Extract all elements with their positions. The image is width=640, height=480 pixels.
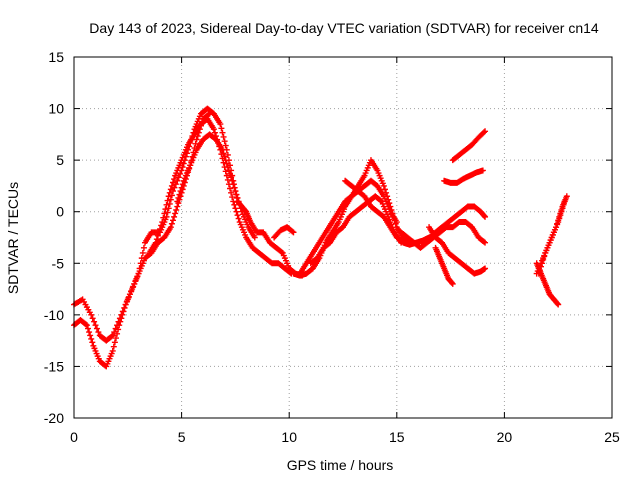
y-tick-label: 10 [48, 101, 64, 117]
x-tick-label: 15 [389, 429, 405, 445]
plot-frame [73, 56, 613, 419]
grid [74, 57, 612, 418]
data-point-markers [307, 193, 405, 267]
series-sat-l [432, 244, 456, 287]
series-sat-p [533, 260, 562, 308]
data-point-markers [342, 177, 489, 248]
data-point-markers [533, 260, 562, 308]
data-point-markers [441, 167, 486, 186]
data-point-markers [271, 224, 297, 241]
x-tick-label: 10 [281, 429, 297, 445]
data-point-markers [426, 224, 489, 277]
series-sat-b [71, 110, 213, 370]
series-sat-i [342, 177, 489, 248]
axis-ticks: 0 5 10 15 20 25 -20 -15 -10 -5 0 5 10 15 [44, 49, 620, 445]
data-point-markers [71, 110, 213, 370]
series-sat-q [535, 198, 568, 277]
data-point-markers [432, 244, 456, 287]
y-tick-label: -10 [44, 307, 64, 323]
y-tick-label: 15 [48, 49, 64, 65]
series-sat-h [307, 193, 405, 267]
series-sat-j [398, 219, 489, 251]
series-sat-g [296, 177, 400, 277]
y-tick-label: -5 [52, 255, 65, 271]
y-tick-label: -20 [44, 410, 64, 426]
x-tick-label: 0 [70, 429, 78, 445]
series-sat-m [441, 167, 486, 186]
data-points [71, 105, 570, 370]
data-point-markers [449, 128, 489, 164]
series-sat-d [174, 131, 258, 241]
y-tick-label: 5 [56, 152, 64, 168]
x-tick-label: 25 [604, 429, 620, 445]
x-tick-label: 20 [497, 429, 513, 445]
series-sat-k [426, 224, 489, 277]
chart-title: Day 143 of 2023, Sidereal Day-to-day VTE… [89, 20, 599, 36]
y-tick-label: -15 [44, 358, 64, 374]
data-point-markers [146, 115, 295, 277]
x-axis-label: GPS time / hours [287, 457, 394, 473]
data-point-markers [174, 131, 258, 241]
data-point-markers [535, 198, 568, 277]
series-sat-c [146, 115, 295, 277]
data-point-markers [398, 219, 489, 251]
series-sat-e [271, 224, 297, 241]
series-sat-n [449, 128, 489, 164]
y-tick-label: 0 [56, 204, 64, 220]
y-axis-label: SDTVAR / TECUs [5, 182, 21, 294]
x-tick-label: 5 [178, 429, 186, 445]
data-point-markers [296, 177, 400, 277]
